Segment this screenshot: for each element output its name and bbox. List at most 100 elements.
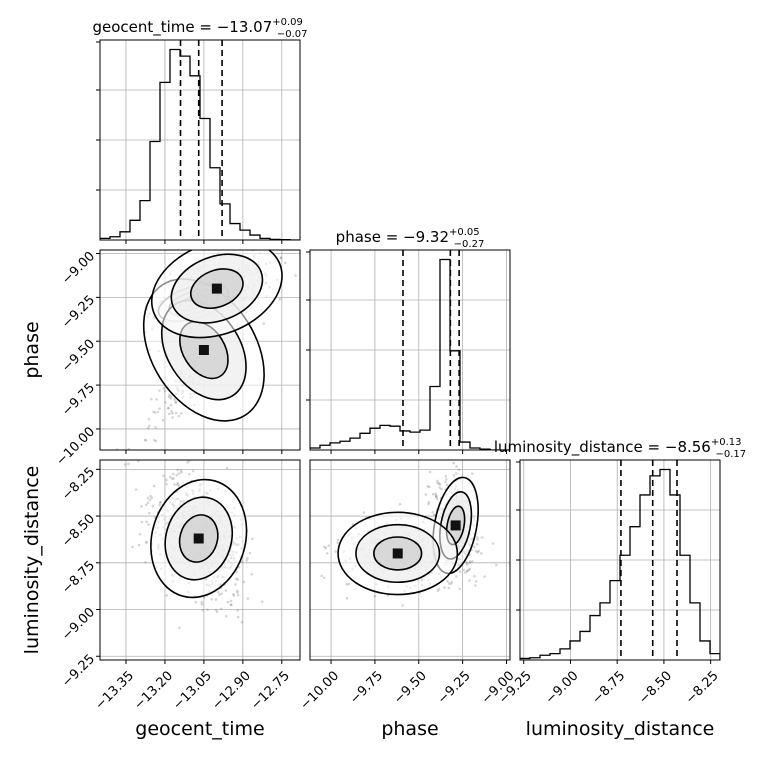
sample-point: [446, 580, 449, 583]
title-main: luminosity_distance = −8.56: [494, 438, 711, 457]
sample-point: [191, 469, 195, 473]
sample-point: [236, 593, 240, 597]
sample-point: [171, 411, 174, 415]
sample-point: [259, 243, 262, 246]
sample-point: [158, 503, 162, 507]
sample-point: [169, 475, 172, 479]
sample-point: [246, 557, 249, 560]
sample-point: [284, 261, 287, 265]
sample-point: [236, 591, 239, 594]
x-tick-label: −13.05: [170, 668, 215, 713]
sample-point: [476, 538, 479, 541]
sample-point: [236, 589, 239, 593]
sample-point: [477, 549, 481, 553]
sample-point: [174, 400, 178, 403]
sample-point: [327, 544, 330, 547]
sample-point: [454, 575, 458, 578]
panel-frame: [309, 459, 511, 661]
sample-point: [475, 543, 479, 546]
sample-point: [180, 412, 183, 415]
sample-point: [468, 567, 471, 571]
sample-point: [433, 513, 436, 517]
density-peak-cell: [392, 548, 403, 559]
sample-point: [158, 407, 161, 411]
sample-point: [151, 504, 155, 508]
sample-point: [323, 545, 326, 549]
sample-point: [474, 580, 478, 583]
sample-point: [444, 475, 448, 478]
density-peak-cell: [198, 345, 209, 355]
sample-point: [146, 426, 150, 430]
sample-point: [168, 431, 171, 434]
y-tick-label: −9.50: [59, 337, 98, 376]
sample-point: [474, 549, 478, 553]
sample-point: [260, 600, 264, 603]
sample-point: [431, 511, 435, 514]
sample-point: [479, 552, 483, 555]
titles-layer: geocent_time = −13.07+0.09 −0.07 phase = −…: [92, 17, 746, 460]
sample-point: [175, 483, 179, 486]
sample-point: [471, 472, 474, 476]
sample-point: [144, 503, 148, 507]
sample-point: [150, 496, 154, 500]
sample-point: [170, 409, 173, 413]
title-main: geocent_time = −13.07: [92, 18, 272, 37]
y-tick-label: −9.25: [59, 652, 98, 691]
sample-point: [437, 587, 441, 591]
sample-point: [127, 462, 130, 466]
sample-point: [427, 485, 431, 489]
sample-point: [279, 256, 283, 260]
sample-point: [474, 584, 477, 587]
sample-point: [445, 483, 449, 487]
sample-point: [156, 410, 160, 414]
sample-point: [457, 468, 461, 472]
panel-content: [310, 250, 510, 450]
sample-point: [168, 393, 171, 397]
sample-point: [251, 537, 254, 541]
x-tick-label: −9.50: [391, 668, 430, 707]
sample-point: [161, 418, 165, 422]
panel-luminosity_distance-vs-geocent_time: [96, 431, 301, 664]
sample-point: [473, 545, 476, 549]
sample-point: [435, 496, 438, 499]
sample-point: [145, 520, 148, 524]
panel-frame: [99, 249, 301, 451]
y-tick-label: −8.50: [59, 512, 98, 551]
sample-point: [136, 460, 140, 463]
sample-point: [147, 424, 151, 428]
title-main: phase = −9.32: [336, 228, 449, 246]
sample-point: [232, 594, 236, 597]
panel-content: [520, 460, 720, 660]
sample-point: [177, 472, 181, 475]
x-tick-label: −13.20: [131, 668, 176, 713]
sample-point: [144, 439, 148, 442]
sample-point: [434, 494, 438, 498]
panel-content: [310, 460, 510, 660]
x-tick-label: −12.90: [209, 668, 254, 713]
histogram-step-line: [520, 468, 720, 660]
sample-point: [180, 470, 183, 474]
sample-point: [266, 247, 269, 250]
sample-point: [167, 406, 170, 410]
sample-point: [232, 592, 235, 596]
sample-point: [427, 502, 430, 506]
sample-point: [235, 577, 238, 581]
sample-point: [262, 322, 266, 325]
panel-luminosity_distance-vs-phase: [309, 459, 511, 664]
sample-point: [438, 486, 441, 489]
sample-point: [362, 511, 366, 514]
y-tick-label: −9.75: [59, 381, 98, 420]
sample-point: [440, 487, 443, 491]
sample-point: [248, 551, 252, 555]
x-axis-label-geocent-time: geocent_time: [135, 718, 264, 740]
sample-point: [278, 298, 282, 301]
sample-point: [229, 603, 233, 606]
sample-point: [143, 438, 147, 442]
sample-point: [240, 560, 244, 564]
sample-point: [162, 474, 165, 478]
sample-point: [398, 502, 402, 506]
sample-point: [140, 505, 143, 508]
sample-point: [436, 479, 439, 483]
y-tick-label: −9.25: [59, 293, 98, 332]
x-tick-label: −8.50: [636, 668, 675, 707]
